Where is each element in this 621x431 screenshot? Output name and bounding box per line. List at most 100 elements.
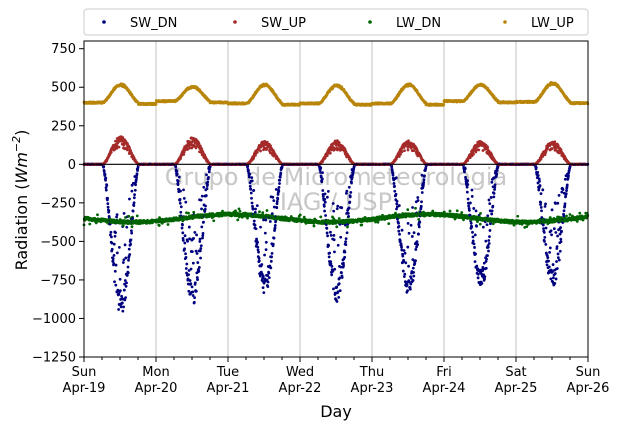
sw-dn-point bbox=[122, 288, 126, 292]
sw-dn-point bbox=[252, 219, 256, 223]
lw-dn-point bbox=[192, 210, 196, 214]
sw-dn-point bbox=[124, 296, 127, 300]
sw-dn-point bbox=[135, 172, 139, 176]
sw-dn-point bbox=[406, 245, 410, 249]
sw-dn-point bbox=[104, 176, 108, 180]
sw-dn-point bbox=[113, 269, 117, 273]
sw-dn-point bbox=[184, 252, 187, 256]
sw-dn-point bbox=[202, 185, 206, 189]
sw-dn-point bbox=[121, 261, 125, 264]
sw-dn-point bbox=[397, 225, 401, 228]
lw-dn-point bbox=[96, 213, 99, 217]
sw-dn-point bbox=[123, 279, 127, 282]
sw-dn-point bbox=[347, 215, 350, 218]
sw-dn-point bbox=[199, 247, 203, 250]
sw-dn-point bbox=[408, 287, 412, 291]
sw-dn-point bbox=[333, 267, 337, 271]
sw-dn-point bbox=[262, 291, 266, 294]
sw-dn-point bbox=[325, 231, 329, 235]
sw-dn-point bbox=[333, 250, 336, 254]
sw-dn-point bbox=[259, 225, 262, 229]
sw-dn-point bbox=[102, 165, 106, 168]
sw-dn-point bbox=[250, 179, 254, 183]
sw-dn-point bbox=[250, 201, 254, 205]
sw-dn-point bbox=[344, 240, 348, 244]
sw-dn-point bbox=[255, 204, 259, 208]
sw-dn-point bbox=[174, 165, 178, 169]
sw-dn-point bbox=[183, 241, 187, 245]
sw-dn-point bbox=[206, 183, 209, 186]
sw-dn-point bbox=[340, 276, 344, 279]
sw-dn-point bbox=[200, 225, 204, 229]
sw-dn-point bbox=[128, 253, 132, 256]
lw-dn-point bbox=[187, 211, 190, 215]
sw-dn-point bbox=[270, 255, 273, 259]
lw-dn-point bbox=[360, 223, 364, 227]
sw-dn-point bbox=[179, 205, 183, 209]
sw-dn-point bbox=[323, 192, 327, 196]
sw-dn-point bbox=[198, 240, 202, 243]
sw-dn-point bbox=[279, 171, 283, 175]
sw-dn-point bbox=[205, 173, 208, 177]
sw-dn-point bbox=[406, 222, 410, 225]
sw-dn-point bbox=[320, 177, 324, 181]
sw-dn-point bbox=[330, 264, 334, 268]
sw-dn-point bbox=[115, 215, 118, 219]
sw-dn-point bbox=[201, 231, 205, 235]
sw-up-point bbox=[182, 153, 186, 156]
sw-dn-point bbox=[111, 259, 115, 263]
sw-dn-point bbox=[198, 237, 202, 241]
sw-dn-point bbox=[277, 189, 281, 193]
sw-dn-point bbox=[268, 220, 272, 223]
sw-dn-point bbox=[409, 223, 413, 227]
sw-dn-point bbox=[327, 244, 331, 247]
sw-dn-point bbox=[110, 235, 113, 239]
sw-up-point bbox=[115, 146, 119, 150]
sw-dn-point bbox=[104, 178, 107, 182]
sw-dn-point bbox=[346, 211, 350, 215]
sw-dn-point bbox=[343, 255, 347, 259]
sw-dn-point bbox=[191, 261, 195, 265]
sw-dn-point bbox=[204, 194, 208, 197]
sw-dn-point bbox=[103, 173, 107, 176]
sw-dn-point bbox=[278, 175, 282, 179]
sw-dn-point bbox=[189, 267, 193, 271]
sw-up-point bbox=[121, 136, 125, 139]
sw-dn-point bbox=[195, 252, 199, 255]
sw-dn-point bbox=[395, 202, 399, 206]
lw-dn-point bbox=[302, 215, 306, 219]
sw-dn-point bbox=[117, 308, 120, 311]
lw-up-point bbox=[154, 102, 158, 106]
sw-dn-point bbox=[325, 195, 329, 199]
sw-dn-point bbox=[178, 201, 182, 205]
sw-dn-point bbox=[200, 194, 204, 198]
sw-dn-point bbox=[339, 235, 343, 239]
sw-dn-point bbox=[207, 175, 210, 179]
sw-dn-point bbox=[184, 267, 188, 270]
sw-dn-point bbox=[199, 244, 203, 248]
sw-up-point bbox=[400, 150, 404, 154]
sw-up-point bbox=[399, 152, 402, 156]
sw-dn-point bbox=[122, 258, 126, 262]
sw-dn-point bbox=[349, 190, 353, 194]
sw-dn-point bbox=[107, 209, 111, 213]
sw-dn-point bbox=[267, 276, 271, 280]
sw-dn-point bbox=[187, 225, 191, 229]
sw-dn-point bbox=[125, 225, 129, 229]
sw-dn-point bbox=[404, 261, 408, 265]
sw-dn-point bbox=[110, 247, 114, 251]
sw-dn-point bbox=[350, 181, 353, 185]
sw-dn-point bbox=[325, 227, 329, 230]
sw-dn-point bbox=[129, 238, 133, 242]
sw-dn-point bbox=[126, 265, 130, 269]
lw-dn-point bbox=[335, 225, 339, 229]
sw-dn-point bbox=[125, 281, 128, 285]
sw-dn-point bbox=[199, 256, 202, 260]
sw-dn-point bbox=[412, 274, 416, 278]
sw-dn-point bbox=[129, 242, 133, 246]
sw-dn-point bbox=[117, 245, 121, 249]
sw-dn-point bbox=[206, 180, 210, 184]
sw-dn-point bbox=[394, 176, 398, 180]
sw-dn-point bbox=[398, 239, 402, 243]
